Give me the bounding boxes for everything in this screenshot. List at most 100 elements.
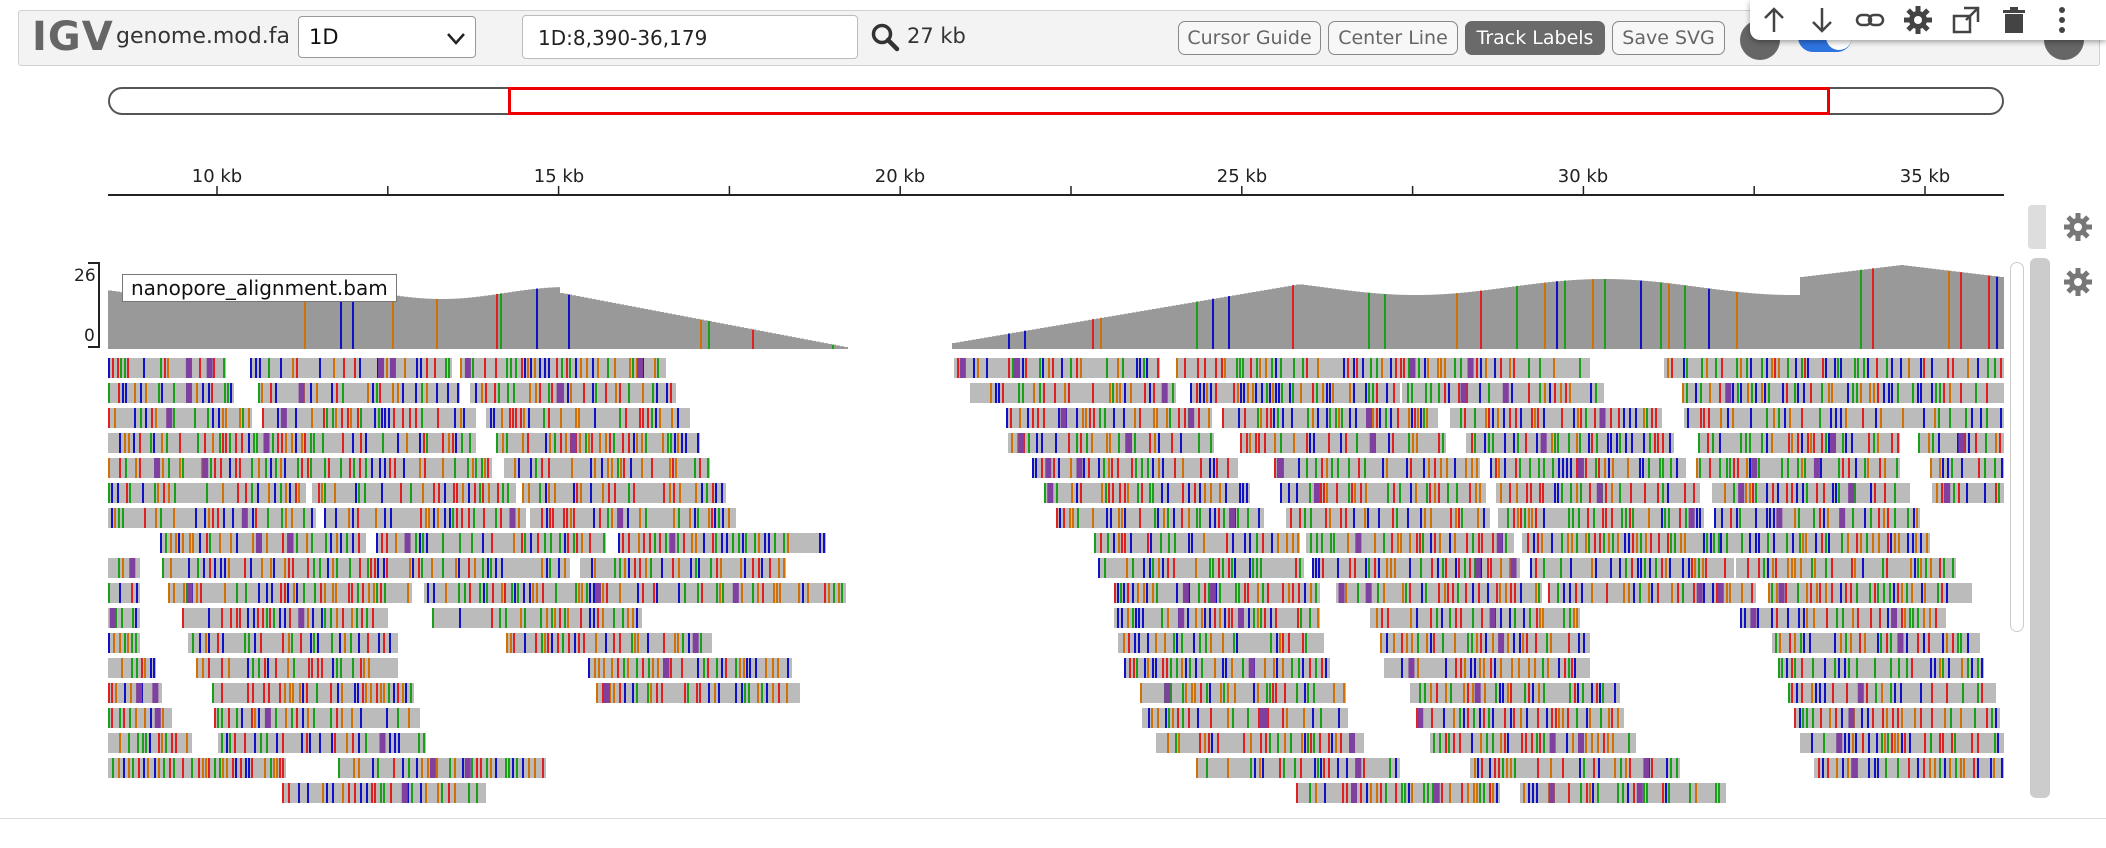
read-mismatch [636,608,638,628]
read-insertion [1725,383,1732,403]
more-vertical-icon[interactable] [2046,4,2078,36]
coverage-bar [1284,286,1288,349]
read-mismatch [1823,508,1825,528]
read-mismatch [1454,533,1456,553]
read-mismatch [1749,533,1751,553]
read-mismatch [1473,783,1475,803]
read-mismatch [433,508,435,528]
alignment-read [108,683,162,703]
read-mismatch [1204,608,1206,628]
track-labels-button[interactable]: Track Labels [1465,21,1605,55]
coverage-bar [1168,306,1172,349]
read-mismatch [624,683,626,703]
read-mismatch [309,733,311,753]
genome-name[interactable]: genome.mod.fa [116,24,290,49]
alignment-read [262,408,476,428]
read-mismatch [1509,483,1511,503]
read-mismatch [1705,558,1707,578]
gear-icon[interactable] [2062,266,2094,298]
cursor-guide-button[interactable]: Cursor Guide [1178,21,1321,55]
read-mismatch [1465,583,1467,603]
read-mismatch [1333,533,1335,553]
read-mismatch [498,383,500,403]
save-svg-button[interactable]: Save SVG [1612,21,1725,55]
read-mismatch [1378,508,1380,528]
read-mismatch [1019,408,1021,428]
read-mismatch [415,383,417,403]
coverage-bar [1048,326,1052,349]
arrow-down-icon[interactable] [1806,4,1838,36]
read-mismatch [1155,633,1157,653]
read-mismatch [1867,458,1869,478]
read-mismatch [1415,483,1417,503]
read-mismatch [1949,758,1951,778]
read-mismatch [1505,533,1507,553]
read-mismatch [1952,633,1954,653]
read-mismatch [1072,508,1074,528]
trash-icon[interactable] [1998,4,2030,36]
read-mismatch [1342,783,1344,803]
read-mismatch [548,383,550,403]
read-mismatch [670,658,672,678]
read-mismatch [1127,608,1129,628]
read-mismatch [1757,608,1759,628]
read-mismatch [1536,433,1538,453]
read-mismatch [1931,683,1933,703]
read-mismatch [1247,508,1249,528]
read-mismatch [1456,483,1458,503]
gear-icon[interactable] [1902,4,1934,36]
track-name-label[interactable]: nanopore_alignment.bam [122,274,397,302]
read-mismatch [1353,508,1355,528]
coverage-bar [660,312,664,349]
read-mismatch [252,508,254,528]
read-mismatch [1958,483,1960,503]
read-mismatch [661,683,663,703]
read-mismatch [1400,533,1402,553]
read-mismatch [336,608,338,628]
read-mismatch [1232,708,1234,728]
read-mismatch [1977,733,1979,753]
read-mismatch [1724,558,1726,578]
read-mismatch [1439,733,1441,753]
read-mismatch [1444,358,1446,378]
read-mismatch [1416,533,1418,553]
locus-search-input[interactable]: 1D:8,390-36,179 [522,15,858,59]
track-scrollbar[interactable] [2030,258,2050,798]
read-mismatch [554,483,556,503]
read-mismatch [1106,433,1108,453]
read-mismatch [1574,658,1576,678]
read-mismatch [128,733,130,753]
read-mismatch [1907,533,1909,553]
center-line-button[interactable]: Center Line [1328,21,1458,55]
scrollbar-thumb[interactable] [2010,262,2024,632]
read-mismatch [1791,558,1793,578]
read-mismatch [119,733,121,753]
coverage-bar [1784,294,1788,349]
link-icon[interactable] [1854,4,1886,36]
read-mismatch [590,483,592,503]
read-mismatch [1696,458,1698,478]
chromosome-select[interactable]: 1D [298,16,476,58]
expand-icon[interactable] [1950,4,1982,36]
coverage-bar [228,296,232,349]
arrow-up-icon[interactable] [1758,4,1790,36]
read-mismatch [1877,583,1879,603]
read-mismatch [1236,633,1238,653]
read-mismatch [1383,583,1385,603]
read-mismatch [1810,583,1812,603]
read-mismatch [1566,733,1568,753]
read-mismatch [1834,658,1836,678]
read-insertion [1188,408,1195,428]
gear-icon[interactable] [2062,211,2094,243]
read-mismatch [1693,483,1695,503]
read-mismatch [1889,583,1891,603]
read-mismatch [1879,608,1881,628]
read-mismatch [461,508,463,528]
read-mismatch [1265,358,1267,378]
read-mismatch [1147,458,1149,478]
read-mismatch [360,708,362,728]
read-mismatch [722,583,724,603]
read-mismatch [291,708,293,728]
read-mismatch [170,533,172,553]
search-icon[interactable] [870,22,900,52]
